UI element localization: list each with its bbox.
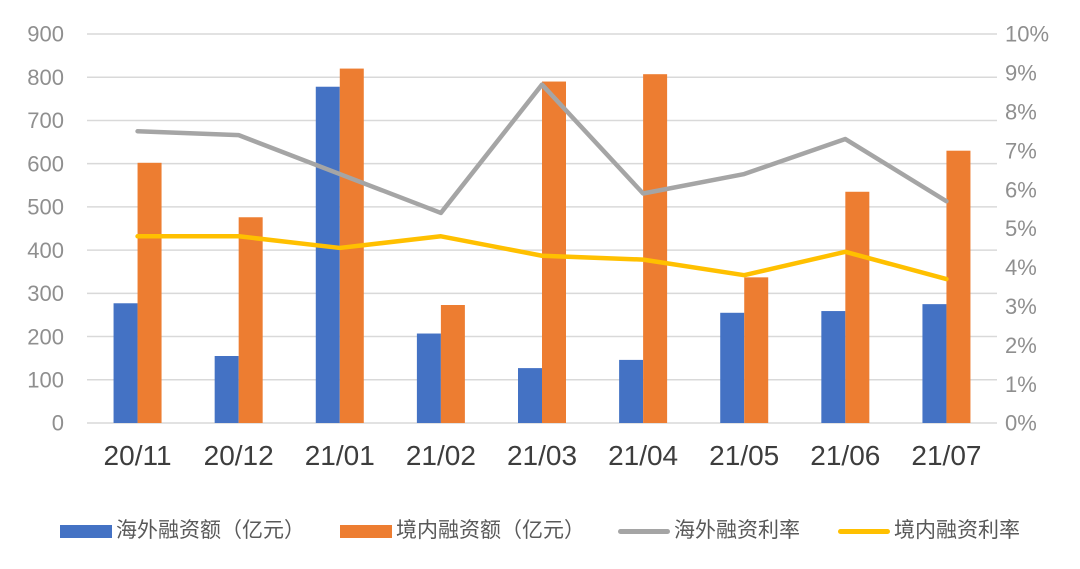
- left-axis-tick-label: 0: [52, 411, 64, 436]
- bar-domestic-amount: [238, 217, 263, 423]
- x-axis-category-label: 21/07: [911, 440, 981, 471]
- bar-domestic-amount: [946, 150, 971, 423]
- bar-overseas-amount: [315, 86, 340, 423]
- right-axis-tick-label: 10%: [1005, 22, 1049, 47]
- left-axis-tick-label: 700: [27, 108, 64, 133]
- legend-label-overseas-rate: 海外融资利率: [674, 519, 800, 542]
- left-axis-tick-label: 500: [27, 195, 64, 220]
- bar-domestic-amount: [845, 191, 870, 423]
- legend-swatch-overseas-rate: [618, 528, 670, 534]
- right-axis-tick-label: 4%: [1005, 255, 1037, 280]
- left-axis-tick-label: 600: [27, 151, 64, 176]
- bar-overseas-amount: [922, 304, 947, 423]
- legend-item-domestic-amount: 境内融资额（亿元）: [340, 518, 585, 544]
- x-axis-category-label: 21/05: [709, 440, 779, 471]
- left-axis-tick-label: 200: [27, 324, 64, 349]
- line-domestic-rate: [135, 234, 949, 282]
- x-axis-category-label: 21/06: [810, 440, 880, 471]
- line-overseas-rate: [135, 82, 949, 216]
- bar-overseas-amount: [214, 356, 239, 423]
- right-axis-tick-label: 8%: [1005, 100, 1037, 125]
- x-axis-category-label: 21/01: [305, 440, 375, 471]
- left-axis-tick-label: 800: [27, 65, 64, 90]
- bar-overseas-amount: [821, 311, 846, 423]
- right-axis-tick-label: 6%: [1005, 177, 1037, 202]
- bar-domestic-amount: [643, 74, 668, 424]
- right-axis-tick-label: 7%: [1005, 138, 1037, 163]
- right-axis-tick-label: 1%: [1005, 372, 1037, 397]
- bar-domestic-amount: [137, 162, 162, 423]
- bar-overseas-amount: [113, 303, 138, 423]
- x-axis-category-label: 20/11: [104, 440, 172, 471]
- x-axis-category-label: 21/04: [608, 440, 678, 471]
- bar-overseas-amount: [720, 312, 745, 423]
- legend-item-overseas-amount: 海外融资额（亿元）: [60, 518, 305, 544]
- bar-overseas-amount: [619, 359, 644, 423]
- left-axis-tick-label: 100: [27, 367, 64, 392]
- x-axis-category-label: 21/03: [507, 440, 577, 471]
- legend-swatch-overseas-amount: [60, 524, 112, 538]
- right-axis-tick-label: 9%: [1005, 61, 1037, 86]
- bar-domestic-amount: [542, 81, 566, 424]
- bar-domestic-amount: [440, 305, 465, 423]
- bar-overseas-amount: [518, 368, 542, 423]
- right-axis-tick-label: 5%: [1005, 216, 1037, 241]
- legend-swatch-domestic-rate: [838, 528, 890, 534]
- legend-item-overseas-rate: 海外融资利率: [618, 518, 800, 544]
- x-axis-category-label: 20/12: [204, 440, 274, 471]
- legend-item-domestic-rate: 境内融资利率: [838, 518, 1020, 544]
- right-axis-tick-label: 3%: [1005, 294, 1037, 319]
- legend-label-domestic-rate: 境内融资利率: [894, 519, 1020, 542]
- bar-overseas-amount: [416, 333, 441, 423]
- left-axis-tick-label: 300: [27, 281, 64, 306]
- left-axis-tick-label: 900: [27, 22, 64, 47]
- legend-label-domestic-amount: 境内融资额（亿元）: [396, 519, 585, 542]
- legend-label-overseas-amount: 海外融资额（亿元）: [116, 519, 305, 542]
- right-axis-tick-label: 2%: [1005, 333, 1037, 358]
- left-axis-tick-label: 400: [27, 238, 64, 263]
- right-axis-tick-label: 0%: [1005, 411, 1037, 436]
- legend-swatch-domestic-amount: [340, 524, 392, 538]
- bar-domestic-amount: [744, 277, 769, 423]
- x-axis-category-label: 21/02: [406, 440, 476, 471]
